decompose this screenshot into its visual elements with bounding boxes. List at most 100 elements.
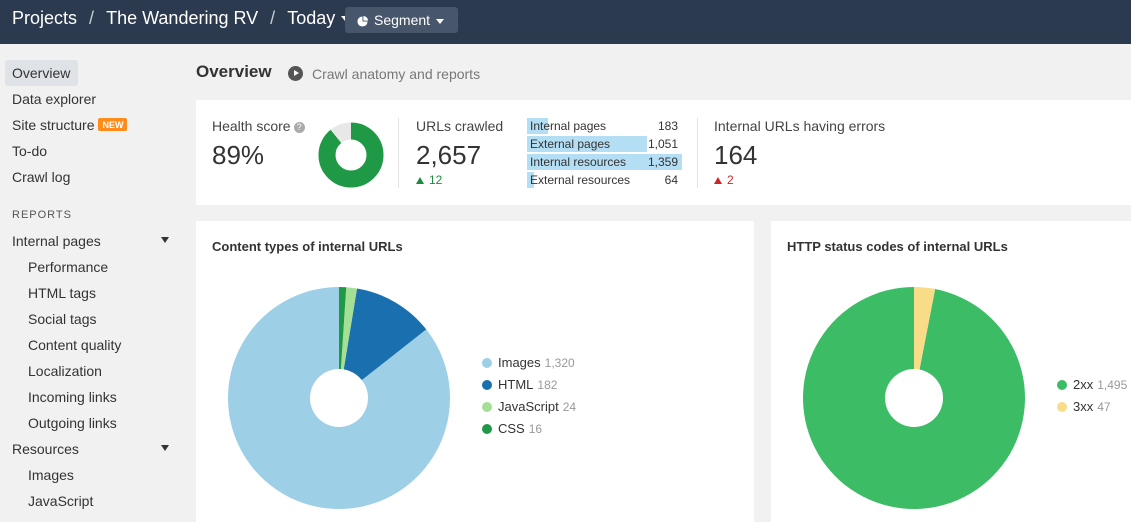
sidebar-group-internal-pages[interactable]: Internal pages [12, 233, 101, 249]
breadcrumb-projects[interactable]: Projects [12, 7, 78, 28]
legend-item-html[interactable]: HTML 182 [482, 377, 576, 399]
urls-crawled-delta: 12 [416, 173, 442, 187]
legend-label: JavaScript [498, 399, 559, 414]
sidebar-item-html-tags[interactable]: HTML tags [28, 285, 96, 301]
urls-crawled-delta-value: 12 [429, 173, 443, 187]
legend-swatch [1057, 402, 1067, 412]
url-row-internal-resources[interactable]: Internal resources 1,359 [527, 154, 682, 170]
chevron-down-icon[interactable] [161, 237, 169, 243]
url-row-value: 1,359 [647, 155, 678, 169]
legend-label: CSS [498, 421, 525, 436]
http-status-card: HTTP status codes of internal URLs 2xx 1,… [771, 221, 1131, 522]
url-row-label: Internal resources [530, 155, 627, 169]
content-types-card: Content types of internal URLs Images 1,3… [196, 221, 754, 522]
sidebar-item-site-structure[interactable]: Site structure NEW [12, 117, 128, 133]
breadcrumb: Projects / The Wandering RV / Today [12, 7, 350, 29]
legend-label: Images [498, 355, 541, 370]
url-row-internal-pages[interactable]: Internal pages 183 [527, 118, 682, 134]
url-row-bar [527, 118, 548, 134]
page-title: Overview [196, 62, 272, 81]
errors-label: Internal URLs having errors [714, 118, 886, 134]
url-row-external-resources[interactable]: External resources 64 [527, 172, 682, 188]
legend-value: 1,320 [544, 356, 575, 370]
sidebar-item-performance[interactable]: Performance [28, 259, 109, 275]
sidebar-item-overview[interactable]: Overview [12, 65, 71, 81]
sidebar-group-resources[interactable]: Resources [12, 441, 79, 457]
content-types-pie [228, 287, 450, 509]
errors-value[interactable]: 164 [714, 140, 758, 170]
url-row-value: 64 [664, 173, 678, 187]
breadcrumb-separator: / [270, 7, 276, 28]
sidebar-item-images[interactable]: Images [28, 467, 74, 483]
health-score-value: 89% [212, 140, 265, 170]
sidebar-item-label: Site structure [12, 117, 95, 133]
health-score-label: Health score? [212, 118, 305, 134]
url-row-external-pages[interactable]: External pages 1,051 [527, 136, 682, 152]
sidebar-item-social-tags[interactable]: Social tags [28, 311, 97, 327]
chevron-down-icon[interactable] [161, 445, 169, 451]
legend-swatch [482, 380, 492, 390]
url-row-bar [527, 136, 647, 152]
url-row-label: External resources [530, 173, 631, 187]
breadcrumb-project[interactable]: The Wandering RV [106, 7, 259, 28]
play-icon[interactable] [288, 66, 303, 81]
url-row-bar [527, 172, 535, 188]
chart-title: Content types of internal URLs [212, 239, 403, 254]
content-types-legend: Images 1,320 HTML 182 JavaScript 24 CSS 16 [482, 355, 576, 443]
legend-label: 3xx [1073, 399, 1094, 414]
pie-hole [885, 369, 943, 427]
legend-label: 2xx [1073, 377, 1094, 392]
url-row-label: Internal pages [530, 119, 607, 133]
active-item-highlight [5, 60, 78, 86]
page-subtitle-link[interactable]: Crawl anatomy and reports [312, 66, 481, 82]
breadcrumb-date-dropdown[interactable]: Today [287, 7, 350, 29]
legend-swatch [482, 402, 492, 412]
urls-crawled-value[interactable]: 2,657 [416, 140, 482, 170]
chevron-down-icon [436, 18, 445, 24]
legend-value: 1,495 [1097, 378, 1128, 392]
sidebar-item-localization[interactable]: Localization [28, 363, 102, 379]
sidebar-item-content-quality[interactable]: Content quality [28, 337, 122, 353]
legend-item-3xx[interactable]: 3xx 47 [1057, 399, 1127, 421]
sidebar-item-outgoing-links[interactable]: Outgoing links [28, 415, 117, 431]
legend-item-javascript[interactable]: JavaScript 24 [482, 399, 576, 421]
legend-value: 182 [537, 378, 558, 392]
reports-section-label: REPORTS [12, 209, 72, 221]
legend-label: HTML [498, 377, 534, 392]
sidebar-item-crawl-log[interactable]: Crawl log [12, 169, 71, 185]
errors-delta-value: 2 [727, 173, 734, 187]
health-score-label-text: Health score [212, 118, 291, 134]
segment-label: Segment [374, 12, 431, 28]
summary-card: Health score? 89% URLs crawled 2,657 12 … [196, 100, 1131, 205]
legend-item-images[interactable]: Images 1,320 [482, 355, 576, 377]
top-bar: Projects / The Wandering RV / Today Segm… [0, 0, 1131, 44]
legend-swatch [1057, 380, 1067, 390]
sidebar-item-incoming-links[interactable]: Incoming links [28, 389, 117, 405]
health-donut-fill [318, 122, 384, 188]
pie-slice-html[interactable] [339, 288, 427, 398]
legend-item-css[interactable]: CSS 16 [482, 421, 576, 443]
new-badge: NEW [98, 118, 128, 131]
url-row-value: 183 [657, 119, 678, 133]
breadcrumb-date-label: Today [287, 8, 336, 29]
sidebar-item-data-explorer[interactable]: Data explorer [12, 91, 97, 107]
url-row-label: External pages [530, 137, 611, 151]
chart-title: HTTP status codes of internal URLs [787, 239, 1008, 254]
divider [697, 118, 698, 188]
divider [398, 118, 399, 188]
legend-swatch [482, 358, 492, 368]
legend-item-2xx[interactable]: 2xx 1,495 [1057, 377, 1127, 399]
legend-value: 47 [1097, 400, 1111, 414]
urls-crawled-label: URLs crawled [416, 118, 504, 134]
breadcrumb-separator: / [89, 7, 95, 28]
help-icon[interactable]: ? [293, 122, 305, 133]
http-status-pie [803, 287, 1025, 509]
sidebar-item-javascript[interactable]: JavaScript [28, 493, 94, 509]
segment-button[interactable]: Segment [345, 7, 458, 33]
url-row-value: 1,051 [647, 137, 678, 151]
arrow-up-icon [714, 177, 722, 184]
legend-value: 16 [528, 422, 543, 436]
sidebar-item-todo[interactable]: To-do [12, 143, 48, 159]
pie-hole [310, 369, 368, 427]
pie-chart-icon [357, 16, 368, 27]
